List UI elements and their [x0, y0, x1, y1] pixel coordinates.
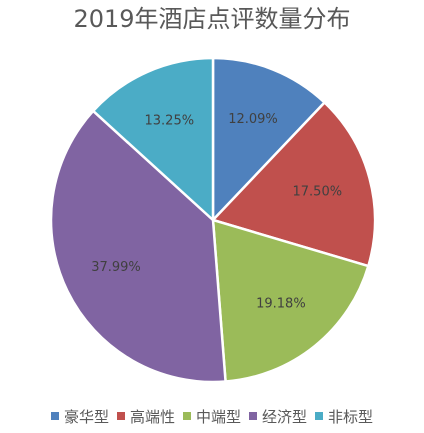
legend-item: 中端型 — [182, 406, 241, 427]
legend-item: 豪华型 — [50, 406, 109, 427]
pie-labels: 12.09% 17.50% 19.18% 37.99% 13.25% — [91, 112, 342, 311]
legend-swatch — [116, 412, 125, 420]
legend-swatch — [249, 412, 257, 420]
data-label: 13.25% — [145, 114, 195, 129]
data-label: 12.09% — [228, 112, 278, 127]
data-label: 19.18% — [256, 297, 306, 312]
pie-slice — [211, 56, 326, 222]
legend-swatch — [315, 412, 324, 420]
legend-item: 经济型 — [249, 406, 307, 427]
legend-label: 经济型 — [262, 407, 308, 426]
legend-label: 高端性 — [129, 407, 175, 426]
legend: 豪华型 高端性 中端型 经济型 非标型 — [0, 404, 424, 428]
pie-slice — [211, 218, 370, 383]
data-label: 17.50% — [293, 185, 343, 200]
pie-slice — [91, 56, 215, 222]
legend-label: 豪华型 — [63, 407, 109, 426]
chart-title: 2019年酒店点评数量分布 — [73, 5, 351, 33]
legend-label: 非标型 — [328, 407, 374, 426]
legend-swatch — [182, 412, 191, 420]
legend-label: 中端型 — [195, 407, 241, 426]
data-label: 37.99% — [91, 260, 141, 275]
pie-slices — [49, 56, 377, 384]
pie-slice — [211, 101, 377, 268]
pie-slice — [49, 109, 227, 384]
legend-item: 高端性 — [116, 406, 175, 427]
legend-swatch — [50, 412, 59, 420]
legend-item: 非标型 — [315, 406, 373, 427]
